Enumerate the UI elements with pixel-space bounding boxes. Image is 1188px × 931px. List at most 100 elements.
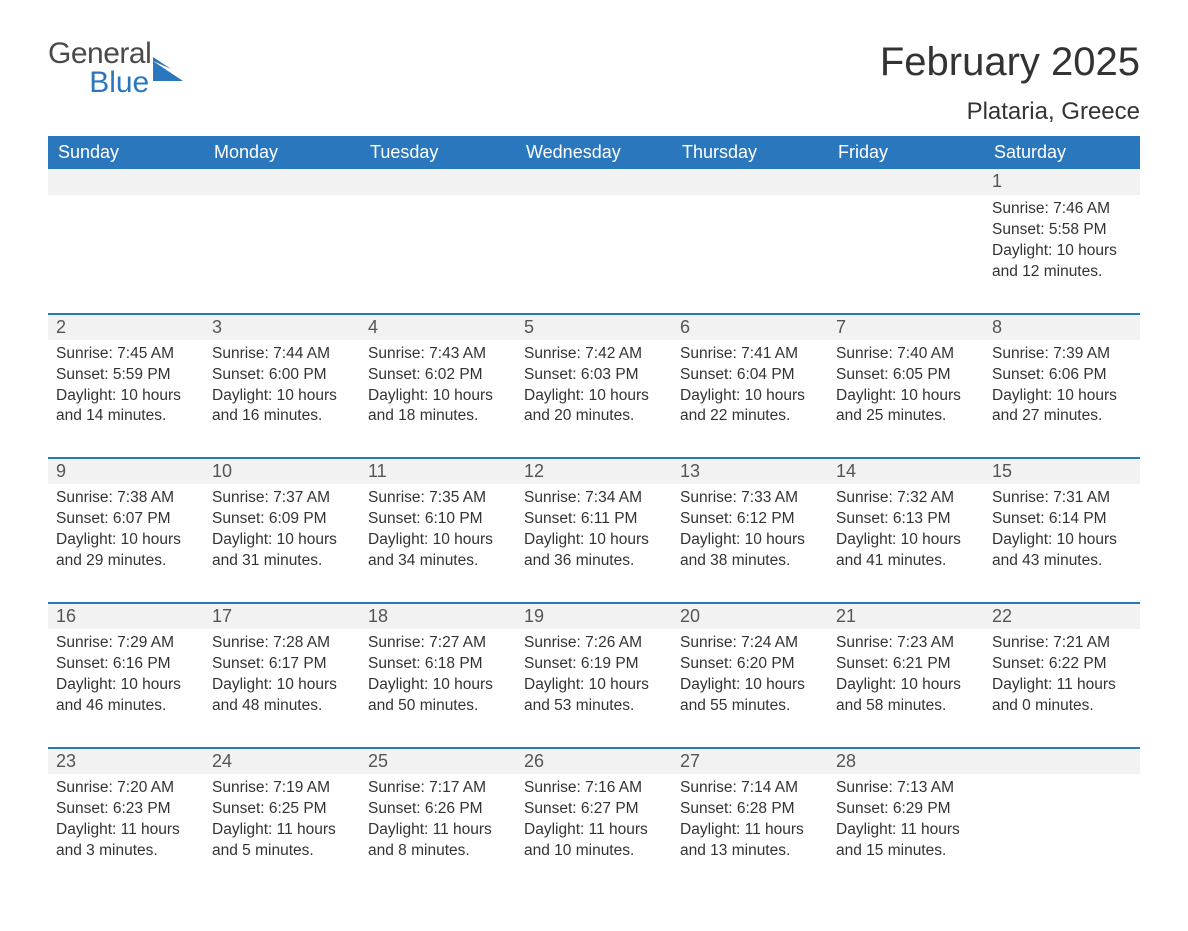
- day-cell: Sunrise: 7:13 AMSunset: 6:29 PMDaylight:…: [828, 774, 984, 892]
- day-cell: Sunrise: 7:19 AMSunset: 6:25 PMDaylight:…: [204, 774, 360, 892]
- weekday-header-row: Sunday Monday Tuesday Wednesday Thursday…: [48, 136, 1140, 169]
- daylight-line2: and 3 minutes.: [56, 841, 196, 862]
- daylight-line2: and 46 minutes.: [56, 696, 196, 717]
- sunset-text: Sunset: 6:06 PM: [992, 365, 1132, 386]
- day-cell: Sunrise: 7:45 AMSunset: 5:59 PMDaylight:…: [48, 340, 204, 459]
- daylight-line2: and 12 minutes.: [992, 262, 1132, 283]
- sunset-text: Sunset: 6:09 PM: [212, 509, 352, 530]
- day-cell: Sunrise: 7:27 AMSunset: 6:18 PMDaylight:…: [360, 629, 516, 748]
- day-number: 28: [828, 748, 984, 774]
- day-number: 4: [360, 314, 516, 340]
- day-number: 5: [516, 314, 672, 340]
- sunset-text: Sunset: 6:13 PM: [836, 509, 976, 530]
- day-number: 23: [48, 748, 204, 774]
- sunrise-text: Sunrise: 7:35 AM: [368, 488, 508, 509]
- title-block: February 2025 Plataria, Greece: [880, 40, 1140, 136]
- sunset-text: Sunset: 5:58 PM: [992, 220, 1132, 241]
- day-data-row: Sunrise: 7:45 AMSunset: 5:59 PMDaylight:…: [48, 340, 1140, 459]
- day-number: [672, 169, 828, 195]
- day-cell: Sunrise: 7:31 AMSunset: 6:14 PMDaylight:…: [984, 484, 1140, 603]
- sunset-text: Sunset: 6:20 PM: [680, 654, 820, 675]
- day-number: 6: [672, 314, 828, 340]
- day-number: 26: [516, 748, 672, 774]
- day-number: [828, 169, 984, 195]
- daylight-line2: and 29 minutes.: [56, 551, 196, 572]
- logo-word-general: General: [48, 40, 151, 69]
- day-number: 20: [672, 603, 828, 629]
- logo-flag-icon: [153, 57, 187, 86]
- day-cell: Sunrise: 7:41 AMSunset: 6:04 PMDaylight:…: [672, 340, 828, 459]
- sunset-text: Sunset: 6:26 PM: [368, 799, 508, 820]
- daylight-line1: Daylight: 11 hours: [680, 820, 820, 841]
- day-cell: Sunrise: 7:26 AMSunset: 6:19 PMDaylight:…: [516, 629, 672, 748]
- day-number: 25: [360, 748, 516, 774]
- daylight-line1: Daylight: 10 hours: [680, 530, 820, 551]
- daylight-line1: Daylight: 11 hours: [212, 820, 352, 841]
- sunrise-text: Sunrise: 7:17 AM: [368, 778, 508, 799]
- sunset-text: Sunset: 6:25 PM: [212, 799, 352, 820]
- day-number: 19: [516, 603, 672, 629]
- daylight-line1: Daylight: 10 hours: [524, 386, 664, 407]
- daylight-line1: Daylight: 10 hours: [836, 386, 976, 407]
- daylight-line2: and 10 minutes.: [524, 841, 664, 862]
- day-cell: Sunrise: 7:32 AMSunset: 6:13 PMDaylight:…: [828, 484, 984, 603]
- weekday-wednesday: Wednesday: [516, 136, 672, 169]
- day-number: 3: [204, 314, 360, 340]
- daylight-line2: and 22 minutes.: [680, 406, 820, 427]
- sunrise-text: Sunrise: 7:39 AM: [992, 344, 1132, 365]
- day-data-row: Sunrise: 7:20 AMSunset: 6:23 PMDaylight:…: [48, 774, 1140, 892]
- day-number: 12: [516, 458, 672, 484]
- sunset-text: Sunset: 6:22 PM: [992, 654, 1132, 675]
- sunrise-text: Sunrise: 7:38 AM: [56, 488, 196, 509]
- sunrise-text: Sunrise: 7:33 AM: [680, 488, 820, 509]
- sunrise-text: Sunrise: 7:29 AM: [56, 633, 196, 654]
- daylight-line1: Daylight: 11 hours: [524, 820, 664, 841]
- sunset-text: Sunset: 6:17 PM: [212, 654, 352, 675]
- daylight-line2: and 14 minutes.: [56, 406, 196, 427]
- day-data-row: Sunrise: 7:46 AMSunset: 5:58 PMDaylight:…: [48, 195, 1140, 314]
- daylight-line2: and 55 minutes.: [680, 696, 820, 717]
- daylight-line2: and 34 minutes.: [368, 551, 508, 572]
- sunset-text: Sunset: 5:59 PM: [56, 365, 196, 386]
- location-label: Plataria, Greece: [880, 98, 1140, 126]
- sunrise-text: Sunrise: 7:23 AM: [836, 633, 976, 654]
- sunrise-text: Sunrise: 7:43 AM: [368, 344, 508, 365]
- day-number: 16: [48, 603, 204, 629]
- sunset-text: Sunset: 6:07 PM: [56, 509, 196, 530]
- daylight-line1: Daylight: 11 hours: [992, 675, 1132, 696]
- day-number: 2: [48, 314, 204, 340]
- day-cell: Sunrise: 7:29 AMSunset: 6:16 PMDaylight:…: [48, 629, 204, 748]
- sunrise-text: Sunrise: 7:37 AM: [212, 488, 352, 509]
- weekday-friday: Friday: [828, 136, 984, 169]
- day-number: 27: [672, 748, 828, 774]
- logo: General Blue: [48, 40, 187, 97]
- sunset-text: Sunset: 6:04 PM: [680, 365, 820, 386]
- day-number: [48, 169, 204, 195]
- daylight-line1: Daylight: 10 hours: [212, 675, 352, 696]
- day-data-row: Sunrise: 7:29 AMSunset: 6:16 PM Daylight:…: [48, 629, 1140, 748]
- sunrise-text: Sunrise: 7:31 AM: [992, 488, 1132, 509]
- daylight-line2: and 53 minutes.: [524, 696, 664, 717]
- day-cell: Sunrise: 7:17 AMSunset: 6:26 PMDaylight:…: [360, 774, 516, 892]
- sunrise-text: Sunrise: 7:27 AM: [368, 633, 508, 654]
- day-number: 21: [828, 603, 984, 629]
- sunset-text: Sunset: 6:12 PM: [680, 509, 820, 530]
- day-number: [204, 169, 360, 195]
- sunrise-text: Sunrise: 7:21 AM: [992, 633, 1132, 654]
- sunrise-text: Sunrise: 7:19 AM: [212, 778, 352, 799]
- sunset-text: Sunset: 6:00 PM: [212, 365, 352, 386]
- day-cell: Sunrise: 7:40 AMSunset: 6:05 PMDaylight:…: [828, 340, 984, 459]
- day-number: [516, 169, 672, 195]
- daylight-line2: and 31 minutes.: [212, 551, 352, 572]
- day-number: [360, 169, 516, 195]
- day-data-row: Sunrise: 7:38 AMSunset: 6:07 PM Daylight:…: [48, 484, 1140, 603]
- calendar-body: 1Sunrise: 7:46 AMSunset: 5:58 PMDaylight…: [48, 169, 1140, 891]
- day-cell: Sunrise: 7:37 AMSunset: 6:09 PMDaylight:…: [204, 484, 360, 603]
- day-cell: Sunrise: 7:28 AMSunset: 6:17 PMDaylight:…: [204, 629, 360, 748]
- daylight-line2: and 15 minutes.: [836, 841, 976, 862]
- daynum-row: 16171819202122: [48, 603, 1140, 629]
- daylight-line1: Daylight: 10 hours: [368, 530, 508, 551]
- daylight-line2: and 8 minutes.: [368, 841, 508, 862]
- daylight-line1: Daylight: 11 hours: [836, 820, 976, 841]
- sunset-text: Sunset: 6:16 PM: [56, 654, 196, 675]
